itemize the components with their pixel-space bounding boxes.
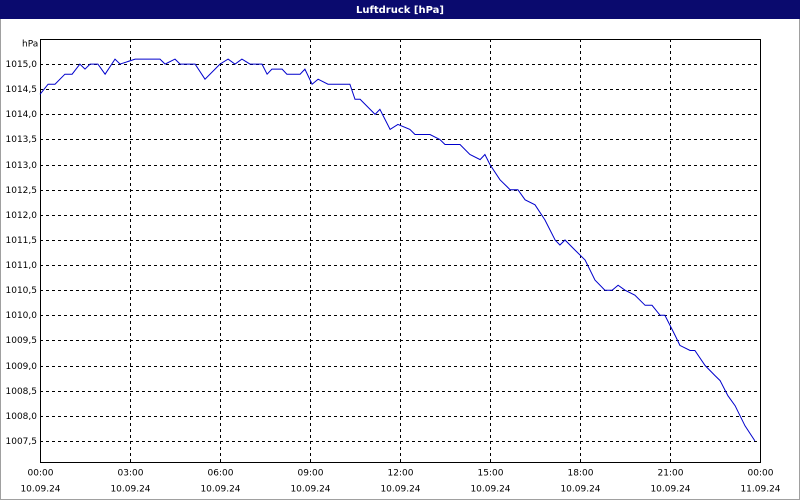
y-tick-label: 1011,0 (6, 261, 38, 271)
y-tick-label: 1008,0 (6, 412, 38, 422)
x-tick-date: 10.09.24 (20, 485, 60, 495)
y-tick-label: 1010,0 (6, 311, 38, 321)
line (39, 58, 756, 442)
y-tick-label: 1012,5 (6, 186, 38, 196)
y-tick-label: 1008,5 (6, 387, 38, 397)
x-tick-date: 10.09.24 (110, 485, 150, 495)
plot-border (40, 39, 761, 463)
x-tick-label: 09:00 (298, 469, 324, 479)
x-tick-label: 21:00 (658, 469, 684, 479)
y-tick-label: 1009,0 (6, 362, 38, 372)
x-tick-date: 10.09.24 (290, 485, 330, 495)
x-tick-label: 15:00 (478, 469, 504, 479)
y-tick-label: 1010,5 (6, 286, 38, 296)
y-tick-label: 1011,5 (6, 236, 38, 246)
y-tick-label: 1014,5 (6, 85, 38, 95)
x-tick-date: 10.09.24 (650, 485, 690, 495)
y-tick-label: 1013,5 (6, 135, 38, 145)
x-tick-label: 03:00 (118, 469, 144, 479)
x-tick-date: 10.09.24 (200, 485, 240, 495)
y-tick-label: 1013,0 (6, 161, 38, 171)
x-tick-label: 00:00 (28, 469, 54, 479)
x-tick-date: 11.09.24 (740, 485, 780, 495)
y-tick-label: 1009,5 (6, 336, 38, 346)
x-tick-date: 10.09.24 (560, 485, 600, 495)
y-tick-label: 1007,5 (6, 437, 38, 447)
y-tick-label: 1015,0 (6, 60, 38, 70)
y-tick-label: 1014,0 (6, 110, 38, 120)
x-tick-label: 12:00 (388, 469, 414, 479)
x-tick-label: 00:00 (748, 469, 774, 479)
x-tick-label: 18:00 (568, 469, 594, 479)
y-unit: hPa (22, 40, 38, 50)
x-tick-date: 10.09.24 (470, 485, 510, 495)
chart-title: Luftdruck [hPa] (356, 5, 444, 16)
x-tick-label: 06:00 (208, 469, 234, 479)
y-tick-label: 1012,0 (6, 211, 38, 221)
x-tick-date: 10.09.24 (380, 485, 420, 495)
title-bar (0, 0, 800, 19)
